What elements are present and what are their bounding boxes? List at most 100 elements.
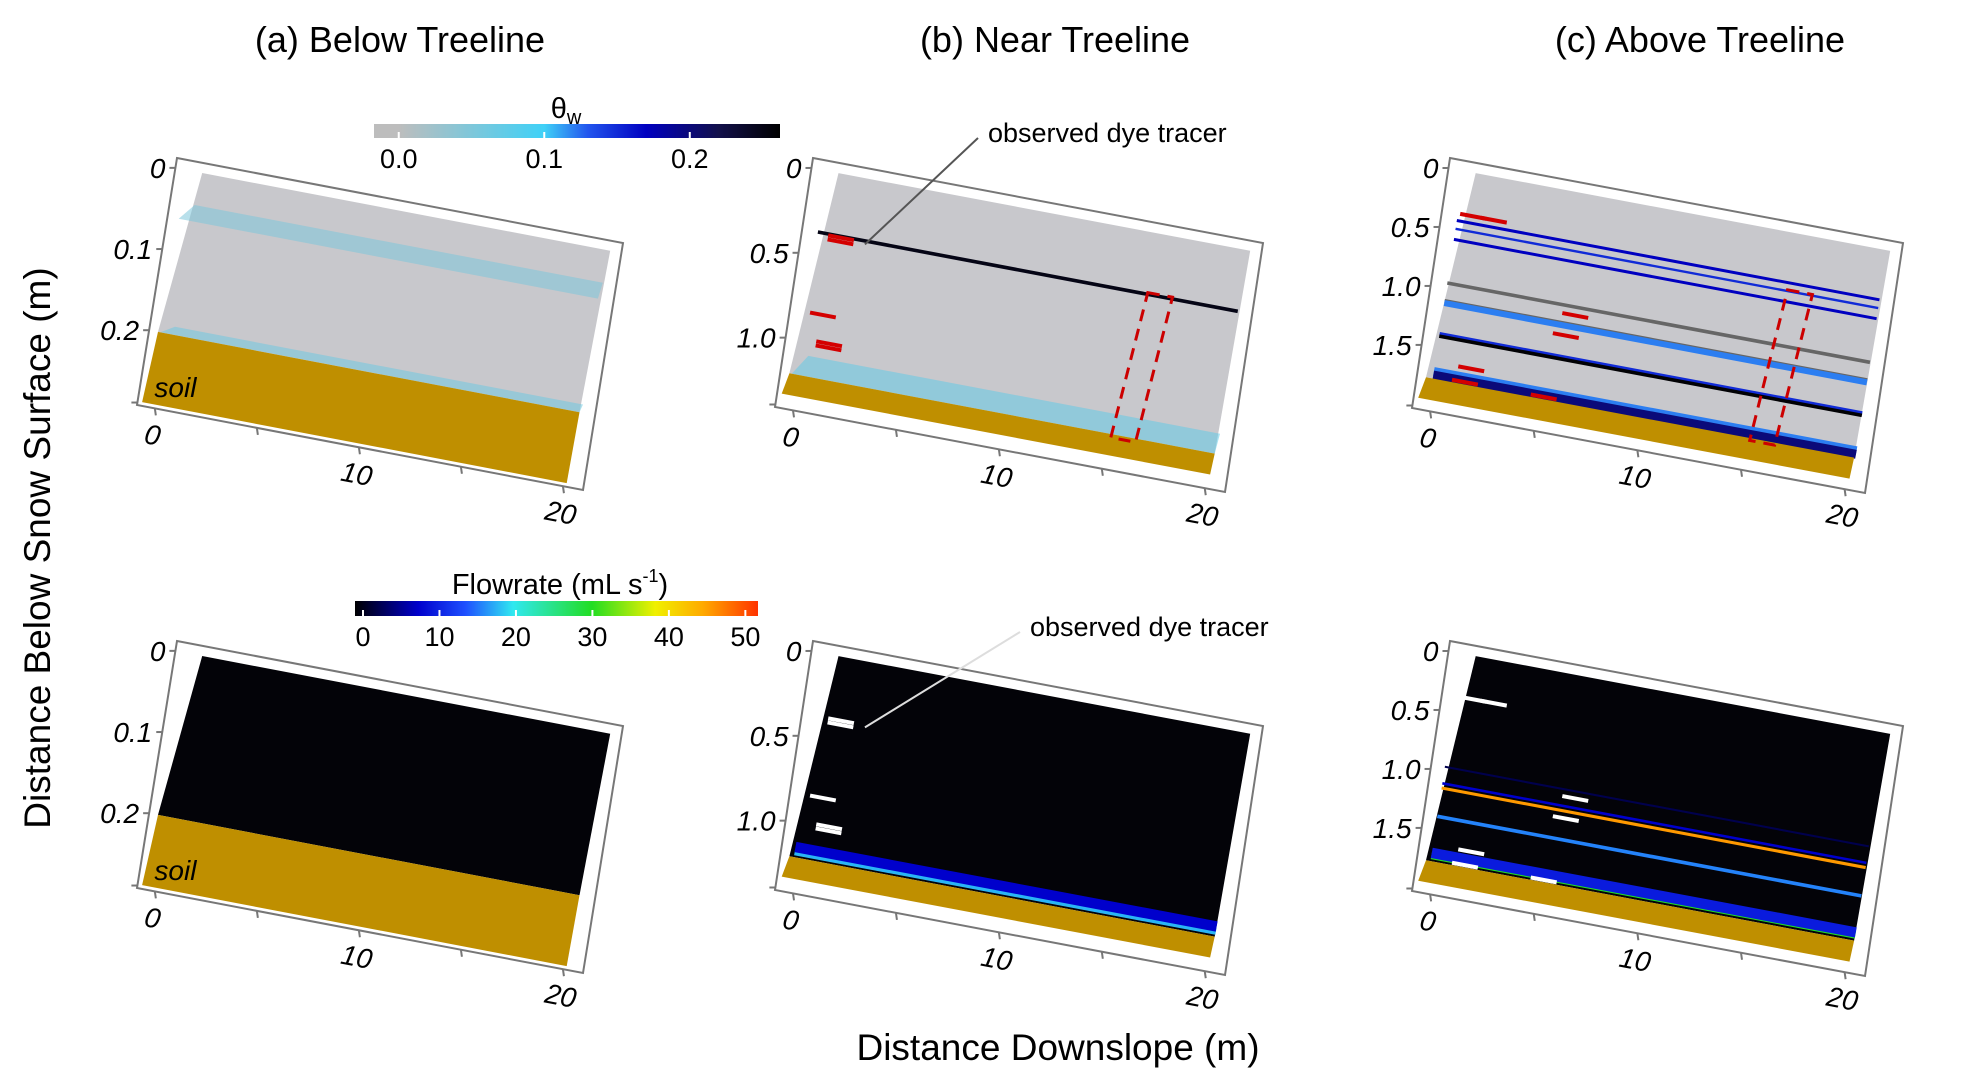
panel-c-title: (c) Above Treeline (1555, 19, 1845, 60)
distance-tick-mark (1740, 469, 1743, 477)
soil-label: soil (154, 855, 197, 886)
depth-tick-label: 0 (786, 636, 802, 667)
observed-tracer-mark (815, 343, 842, 353)
flow-line (1444, 765, 1870, 848)
distance-tick-label: 20 (1183, 497, 1221, 534)
flowrate-colorbar: Flowrate (mL s-1) 0 10 20 30 40 50 (355, 566, 760, 652)
theta-symbol: θ (551, 93, 567, 125)
observed-tracer-mark (815, 339, 843, 349)
theta-colorbar: θw 0.0 0.1 0.2 (374, 93, 780, 174)
depth-tick-label: 0 (786, 153, 802, 184)
distance-tick-mark (1740, 952, 1743, 960)
observed-tracer-mark (1530, 392, 1558, 402)
theta-colorbar-label: θw (551, 93, 582, 129)
theta-tick-label: 0.2 (671, 144, 709, 174)
dye-tracer-box (1747, 288, 1815, 447)
y-axis-label: Distance Below Snow Surface (m) (17, 267, 58, 828)
flow-line (1430, 847, 1857, 938)
distance-tick-label: 10 (1617, 942, 1654, 978)
moisture-band (160, 326, 584, 413)
flowrate-colorbar-ticks: 0 10 20 30 40 50 (355, 610, 760, 652)
distance-tick-mark (1429, 894, 1433, 902)
observed-tracer-mark (1451, 860, 1479, 870)
flowrate-tick-label: 0 (355, 622, 370, 652)
distance-tick-label: 0 (1417, 421, 1438, 454)
soil-layer (1418, 860, 1855, 962)
moisture-line (1439, 331, 1863, 415)
panel-b-title: (b) Near Treeline (920, 19, 1190, 60)
distance-tick-label: 20 (1183, 980, 1221, 1017)
moisture-line (1456, 219, 1880, 302)
depth-tick-label: 0 (1423, 153, 1439, 184)
soil-layer (781, 373, 1215, 475)
depth-tick-label: 0.5 (750, 238, 789, 269)
flow-line (1441, 786, 1866, 870)
observed-tracer-mark (815, 826, 842, 836)
distance-tick-mark (1636, 933, 1640, 941)
depth-tick-label: 0.2 (100, 798, 139, 829)
dye-tracer-box (1108, 290, 1175, 444)
moisture-line (1438, 334, 1863, 418)
annotation-leader-line (864, 137, 979, 246)
distance-tick-label: 0 (780, 903, 801, 936)
distance-tick-label: 20 (1823, 498, 1861, 534)
observed-tracer-mark (1552, 331, 1580, 340)
distance-tick-mark (459, 949, 463, 957)
distance-tick-mark (1843, 489, 1847, 497)
depth-tick-label: 0 (150, 153, 166, 184)
distance-tick-mark (792, 893, 795, 901)
distance-tick-mark (153, 891, 157, 899)
observed-tracer-mark (1480, 698, 1508, 708)
flowrate-tick-label: 20 (501, 622, 531, 652)
observed-tracer-mark (1451, 377, 1479, 387)
theta-tick-label: 0.0 (380, 144, 418, 174)
distance-tick-label: 10 (978, 458, 1015, 494)
annotation-label: observed dye tracer (1030, 612, 1269, 642)
distance-tick-label: 20 (542, 978, 580, 1015)
panel-a-title: (a) Below Treeline (255, 19, 545, 60)
theta-subscript: w (566, 107, 582, 129)
distance-tick-mark (894, 429, 898, 437)
flowrate-label-end: ) (659, 569, 669, 601)
moisture-line (1443, 300, 1868, 386)
distance-tick-mark (792, 410, 795, 418)
depth-tick-label: 1.0 (737, 806, 776, 837)
depth-tick-label: 1.0 (1382, 271, 1421, 302)
depth-tick-label: 0.1 (113, 717, 152, 748)
observed-tracer-mark (827, 233, 855, 243)
annotation-label: observed dye tracer (988, 118, 1227, 148)
distance-tick-label: 10 (1617, 459, 1654, 495)
flowrate-tick-label: 40 (654, 622, 684, 652)
observed-tracer-mark (809, 793, 837, 803)
panel-c-moisture: 0 0.5 1.0 1.5 0 10 20 (1373, 153, 1905, 534)
distance-tick-mark (1532, 430, 1536, 438)
distance-tick-mark (1843, 972, 1847, 980)
distance-tick-label: 0 (142, 901, 164, 934)
distance-tick-mark (1100, 468, 1104, 476)
depth-tick-label: 0.5 (1391, 695, 1430, 726)
observed-tracer-mark (827, 720, 854, 730)
distance-tick-mark (1203, 488, 1207, 496)
depth-tick-label: 0.2 (100, 315, 139, 346)
distance-tick-mark (561, 486, 565, 494)
snowpack-region (158, 656, 611, 896)
moisture-line (1432, 370, 1857, 459)
distance-tick-mark (255, 427, 259, 435)
soil-layer (142, 331, 580, 484)
panel-c-flowrate: 0 0.5 1.0 1.5 0 10 20 (1373, 636, 1905, 1017)
distance-tick-label: 20 (1823, 981, 1861, 1017)
moisture-line (1453, 237, 1877, 321)
distance-tick-mark (894, 912, 898, 920)
observed-tracer-mark (827, 237, 854, 247)
flowrate-tick-label: 50 (730, 622, 760, 652)
observed-tracer-mark (815, 822, 843, 832)
distance-tick-label: 20 (542, 495, 580, 532)
theta-colorbar-gradient (374, 124, 780, 138)
soil-layer (142, 814, 580, 967)
observed-tracer-mark (1480, 215, 1508, 225)
soil-layer (1418, 377, 1855, 479)
flowrate-tick-label: 30 (577, 622, 607, 652)
flow-line (1442, 782, 1867, 865)
observed-tracer-mark (1561, 311, 1589, 320)
